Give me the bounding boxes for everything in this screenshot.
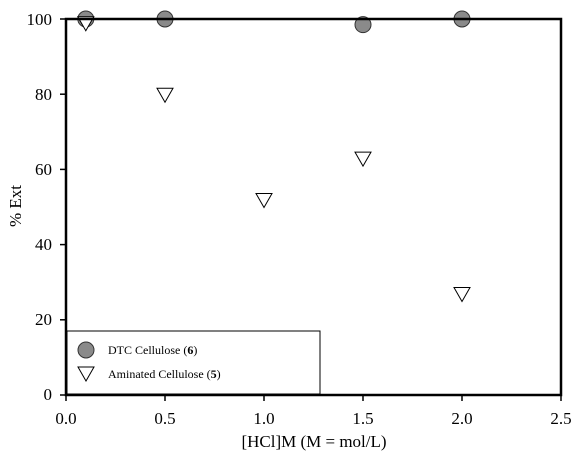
aminated-cellulose-point — [255, 192, 273, 209]
x-axis-label: [HCl]M (M = mol/L) — [241, 432, 386, 451]
y-tick-labels: 0 20 40 60 80 100 — [27, 10, 53, 404]
x-tick-label-1-5: 1.5 — [352, 409, 373, 428]
legend-suffix-aminated: 5 — [211, 367, 217, 381]
legend-circle-marker — [77, 341, 95, 359]
y-tick-label-40: 40 — [35, 235, 52, 254]
aminated-cellulose-point — [453, 286, 471, 303]
plot-frame — [64, 17, 563, 397]
x-tick-label-0-5: 0.5 — [154, 409, 175, 428]
legend-box — [66, 330, 321, 395]
data-markers — [76, 10, 471, 303]
legend-label-dtc-cellulose: DTC Cellulose (6) — [108, 343, 197, 357]
y-tick-label-0: 0 — [44, 385, 53, 404]
x-tick-labels: 0.0 0.5 1.0 1.5 2.0 2.5 — [55, 409, 571, 428]
y-tick-label-20: 20 — [35, 310, 52, 329]
x-tick-label-2-5: 2.5 — [550, 409, 571, 428]
aminated-cellulose-point — [76, 16, 95, 32]
legend-suffix-dtc: 6 — [187, 343, 193, 357]
aminated-cellulose-point — [354, 151, 372, 168]
legend-triangle-marker — [77, 366, 95, 383]
y-tick-label-60: 60 — [35, 160, 52, 179]
legend: DTC Cellulose (6) Aminated Cellulose (5) — [66, 330, 321, 395]
y-tick-label-100: 100 — [27, 10, 53, 29]
legend-name-aminated: Aminated Cellulose — [108, 367, 204, 381]
legend-name-dtc: DTC Cellulose — [108, 343, 180, 357]
legend-label-aminated-cellulose: Aminated Cellulose (5) — [108, 367, 221, 381]
x-tick-label-0-0: 0.0 — [55, 409, 76, 428]
dtc-cellulose-point — [354, 16, 372, 34]
aminated-cellulose-point — [156, 87, 174, 104]
x-tick-label-1-0: 1.0 — [253, 409, 274, 428]
y-axis-label: % Ext — [6, 185, 25, 227]
y-tick-label-80: 80 — [35, 85, 52, 104]
x-tick-label-2-0: 2.0 — [451, 409, 472, 428]
